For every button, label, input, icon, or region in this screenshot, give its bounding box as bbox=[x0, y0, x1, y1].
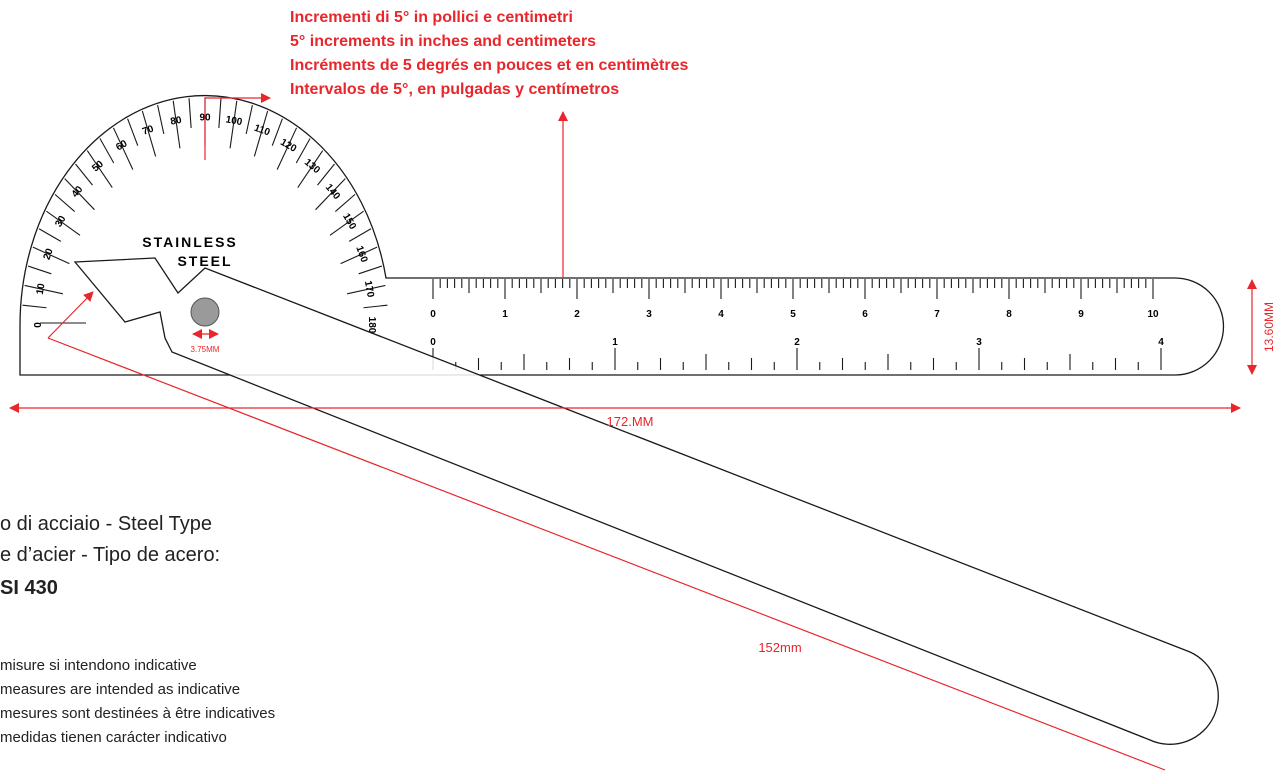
cm-label: 5 bbox=[790, 309, 796, 320]
inch-label: 3 bbox=[976, 337, 982, 348]
steel-grade: SI 430 bbox=[0, 577, 58, 599]
cm-label: 4 bbox=[718, 309, 724, 320]
goniometer-drawing: 0102030405060708090100110120130140150160… bbox=[0, 0, 1279, 771]
cm-label: 1 bbox=[502, 309, 508, 320]
annotation: Intervalos de 5°, en pulgadas y centímet… bbox=[290, 81, 619, 98]
cm-label: 2 bbox=[574, 309, 580, 320]
dimension-label: 13.60MM bbox=[1262, 302, 1276, 352]
dimension-label: 152mm bbox=[758, 640, 801, 655]
cm-label: 9 bbox=[1078, 309, 1084, 320]
material-label: STAINLESS bbox=[142, 234, 238, 250]
cm-label: 10 bbox=[1147, 309, 1159, 320]
inch-label: 4 bbox=[1158, 337, 1164, 348]
note: measures are intended as indicative bbox=[0, 681, 240, 698]
annotation: 5° increments in inches and centimeters bbox=[290, 33, 596, 50]
inch-label: 2 bbox=[794, 337, 800, 348]
note: medidas tienen carácter indicativo bbox=[0, 729, 227, 746]
cm-label: 8 bbox=[1006, 309, 1012, 320]
material-label: STEEL bbox=[177, 253, 232, 269]
annotation: Incréments de 5 degrés en pouces et en c… bbox=[290, 57, 688, 74]
inch-label: 0 bbox=[430, 337, 436, 348]
cm-label: 7 bbox=[934, 309, 940, 320]
steel-type: e d’acier - Tipo de acero: bbox=[0, 544, 220, 566]
cm-label: 6 bbox=[862, 309, 868, 320]
inch-label: 1 bbox=[612, 337, 618, 348]
protractor-label: 0 bbox=[33, 322, 44, 328]
dimension-label: 3.75MM bbox=[191, 345, 220, 354]
cm-label: 3 bbox=[646, 309, 652, 320]
pivot-hole bbox=[191, 298, 219, 326]
dimension-label: 172.MM bbox=[607, 414, 654, 429]
steel-type: o di acciaio - Steel Type bbox=[0, 513, 212, 535]
cm-label: 0 bbox=[430, 309, 436, 320]
annotation: Incrementi di 5° in pollici e centimetri bbox=[290, 9, 573, 26]
note: mesures sont destinées à être indicative… bbox=[0, 705, 275, 722]
note: misure si intendono indicative bbox=[0, 657, 197, 674]
